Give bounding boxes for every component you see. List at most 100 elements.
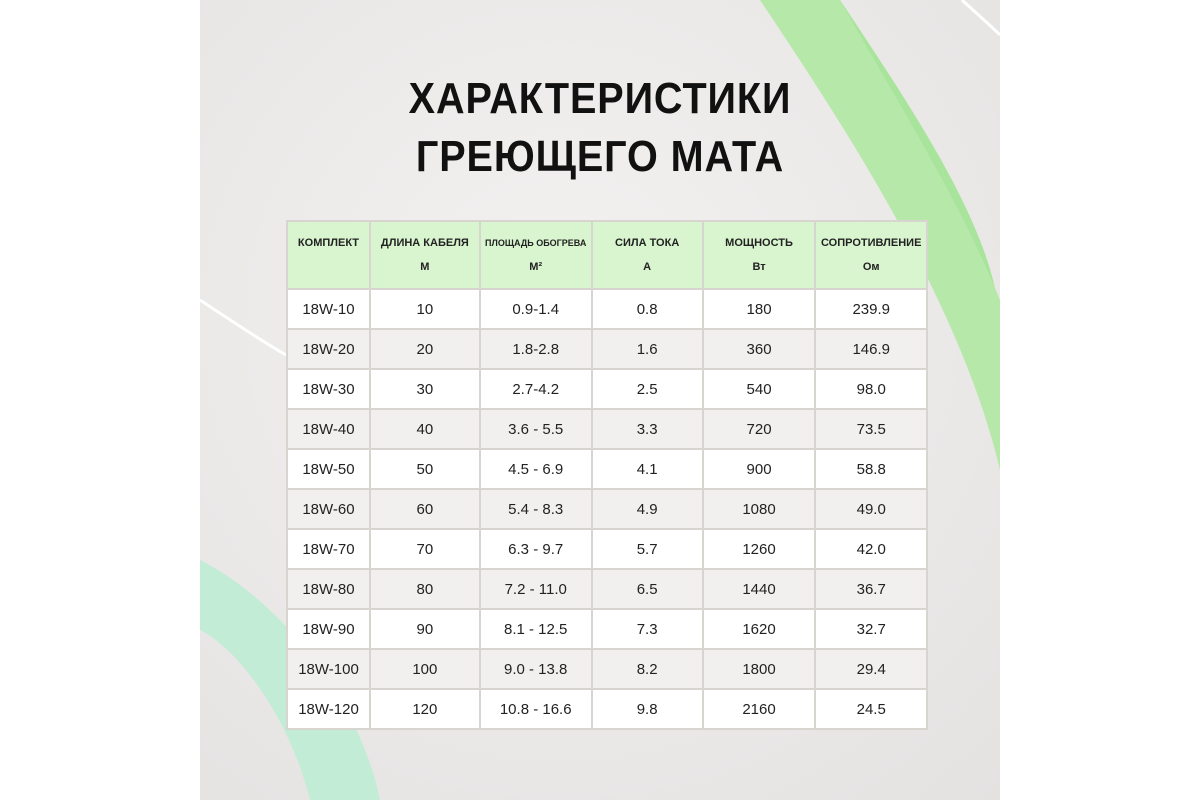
table-row: 18W-10 10 0.9-1.4 0.8 180 239.9: [286, 288, 928, 330]
table-cell: 18W-80: [286, 568, 371, 610]
table-cell: 18W-100: [286, 648, 371, 690]
specs-table: КОМПЛЕКТ ДЛИНА КАБЕЛЯ М ПЛОЩАДЬ ОБОГРЕВА М² С…: [286, 220, 928, 730]
table-cell: 50: [368, 448, 481, 490]
table-cell: 7.3: [590, 608, 704, 650]
table-cell: 9.0 - 13.8: [478, 648, 593, 690]
table-cell: 0.8: [590, 288, 704, 330]
column-header: СИЛА ТОКА А: [590, 220, 704, 290]
column-header-unit: М²: [529, 261, 543, 273]
table-cell: 8.2: [590, 648, 704, 690]
infographic-poster: ХАРАКТЕРИСТИКИ ГРЕЮЩЕГО МАТА КОМПЛЕКТ ДЛИ…: [200, 0, 1000, 800]
table-row: 18W-20 20 1.8-2.8 1.6 360 146.9: [286, 328, 928, 370]
table-cell: 1800: [701, 648, 817, 690]
table-cell: 239.9: [814, 288, 928, 330]
table-cell: 2.5: [590, 368, 704, 410]
table-cell: 120: [368, 688, 481, 730]
table-cell: 1.8-2.8: [478, 328, 593, 370]
table-cell: 98.0: [814, 368, 928, 410]
table-cell: 40: [368, 408, 481, 450]
column-header-unit: Вт: [752, 261, 766, 273]
table-cell: 18W-50: [286, 448, 371, 490]
table-cell: 18W-20: [286, 328, 371, 370]
column-header-label: ПЛОЩАДЬ ОБОГРЕВА: [485, 238, 587, 248]
table-cell: 18W-60: [286, 488, 371, 530]
table-cell: 29.4: [814, 648, 928, 690]
table-cell: 18W-90: [286, 608, 371, 650]
table-cell: 180: [701, 288, 817, 330]
table-cell: 58.8: [814, 448, 928, 490]
table-cell: 73.5: [814, 408, 928, 450]
table-cell: 6.3 - 9.7: [478, 528, 593, 570]
table-cell: 9.8: [590, 688, 704, 730]
table-cell: 90: [368, 608, 481, 650]
table-row: 18W-40 40 3.6 - 5.5 3.3 720 73.5: [286, 408, 928, 450]
table-cell: 5.7: [590, 528, 704, 570]
table-cell: 6.5: [590, 568, 704, 610]
column-header-label: МОЩНОСТЬ: [725, 237, 793, 249]
column-header-unit: Ом: [862, 261, 880, 273]
table-cell: 4.1: [590, 448, 704, 490]
table-cell: 4.5 - 6.9: [478, 448, 593, 490]
table-cell: 60: [368, 488, 481, 530]
table-row: 18W-90 90 8.1 - 12.5 7.3 1620 32.7: [286, 608, 928, 650]
table-cell: 18W-120: [286, 688, 371, 730]
table-cell: 7.2 - 11.0: [478, 568, 593, 610]
table-cell: 42.0: [814, 528, 928, 570]
table-row: 18W-30 30 2.7-4.2 2.5 540 98.0: [286, 368, 928, 410]
table-cell: 49.0: [814, 488, 928, 530]
white-line-decoration-right: [960, 0, 1000, 37]
column-header: КОМПЛЕКТ: [286, 220, 371, 290]
table-cell: 18W-30: [286, 368, 371, 410]
column-header: ПЛОЩАДЬ ОБОГРЕВА М²: [478, 220, 593, 290]
table-cell: 3.3: [590, 408, 704, 450]
table-cell: 24.5: [814, 688, 928, 730]
white-line-decoration: [200, 298, 287, 357]
table-cell: 1260: [701, 528, 817, 570]
column-header: ДЛИНА КАБЕЛЯ М: [368, 220, 481, 290]
table-cell: 18W-40: [286, 408, 371, 450]
table-row: 18W-120 120 10.8 - 16.6 9.8 2160 24.5: [286, 688, 928, 730]
green-arc-decoration-top: [760, 0, 1000, 470]
table-cell: 720: [701, 408, 817, 450]
table-cell: 100: [368, 648, 481, 690]
column-header-unit: М: [420, 261, 430, 273]
table-cell: 1080: [701, 488, 817, 530]
table-cell: 5.4 - 8.3: [478, 488, 593, 530]
table-cell: 540: [701, 368, 817, 410]
table-row: 18W-100 100 9.0 - 13.8 8.2 1800 29.4: [286, 648, 928, 690]
table-cell: 8.1 - 12.5: [478, 608, 593, 650]
table-cell: 360: [701, 328, 817, 370]
table-cell: 1.6: [590, 328, 704, 370]
table-row: 18W-80 80 7.2 - 11.0 6.5 1440 36.7: [286, 568, 928, 610]
table-cell: 18W-70: [286, 528, 371, 570]
table-header-row: КОМПЛЕКТ ДЛИНА КАБЕЛЯ М ПЛОЩАДЬ ОБОГРЕВА М² С…: [286, 220, 928, 290]
table-row: 18W-60 60 5.4 - 8.3 4.9 1080 49.0: [286, 488, 928, 530]
table-cell: 900: [701, 448, 817, 490]
table-cell: 0.9-1.4: [478, 288, 593, 330]
table-cell: 36.7: [814, 568, 928, 610]
table-cell: 1440: [701, 568, 817, 610]
column-header: СОПРОТИВЛЕНИЕ Ом: [814, 220, 928, 290]
column-header-label: СИЛА ТОКА: [615, 237, 680, 249]
column-header-label: ДЛИНА КАБЕЛЯ: [380, 237, 469, 249]
column-header: МОЩНОСТЬ Вт: [701, 220, 817, 290]
table-cell: 20: [368, 328, 481, 370]
column-header-label: СОПРОТИВЛЕНИЕ: [821, 237, 922, 249]
title-line-1: ХАРАКТЕРИСТИКИ: [408, 74, 792, 123]
table-cell: 30: [368, 368, 481, 410]
page-title: ХАРАКТЕРИСТИКИ ГРЕЮЩЕГО МАТА: [240, 70, 960, 186]
column-header-unit: А: [643, 261, 652, 273]
table-cell: 10: [368, 288, 481, 330]
column-header-label: КОМПЛЕКТ: [297, 237, 360, 249]
table-row: 18W-70 70 6.3 - 9.7 5.7 1260 42.0: [286, 528, 928, 570]
table-cell: 18W-10: [286, 288, 371, 330]
table-cell: 10.8 - 16.6: [478, 688, 593, 730]
table-cell: 146.9: [814, 328, 928, 370]
table-cell: 1620: [701, 608, 817, 650]
table-cell: 4.9: [590, 488, 704, 530]
table-cell: 32.7: [814, 608, 928, 650]
table-cell: 80: [368, 568, 481, 610]
table-cell: 70: [368, 528, 481, 570]
table-cell: 2.7-4.2: [478, 368, 593, 410]
table-cell: 3.6 - 5.5: [478, 408, 593, 450]
